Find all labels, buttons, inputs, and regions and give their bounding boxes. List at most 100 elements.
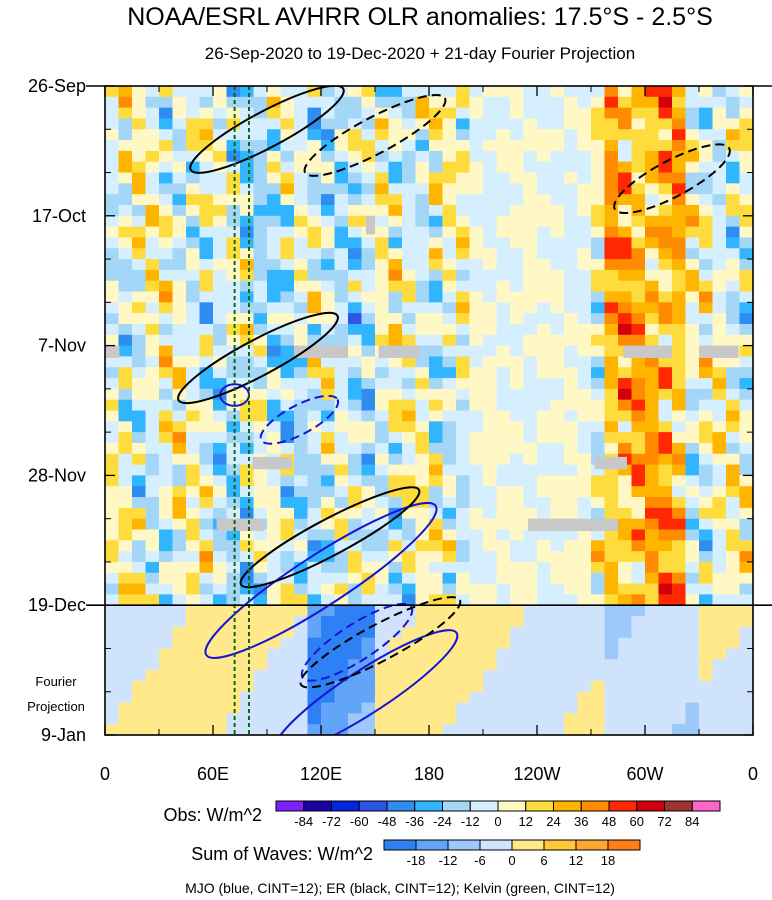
heat-cell bbox=[523, 616, 538, 628]
heat-cell bbox=[429, 96, 444, 109]
heat-cell bbox=[510, 378, 525, 390]
colorbar-swatch bbox=[664, 800, 693, 812]
heat-cell bbox=[618, 388, 633, 401]
heat-cell bbox=[213, 140, 228, 152]
heat-cell bbox=[199, 334, 214, 347]
heat-cell bbox=[186, 421, 201, 433]
heat-cell bbox=[631, 702, 646, 714]
heat-cell bbox=[618, 356, 633, 368]
heat-cell bbox=[645, 269, 660, 282]
heat-cell bbox=[658, 259, 673, 271]
heat-cell bbox=[159, 129, 174, 141]
heat-cell bbox=[186, 670, 201, 682]
heat-cell bbox=[348, 442, 363, 455]
heat-cell bbox=[496, 280, 511, 293]
heat-cell bbox=[429, 680, 444, 693]
heat-cell bbox=[226, 204, 241, 217]
heat-cell bbox=[415, 432, 430, 444]
heat-cell bbox=[591, 183, 606, 195]
heat-cell bbox=[564, 226, 579, 239]
heat-cell bbox=[550, 183, 565, 195]
heat-cell bbox=[631, 594, 646, 606]
heat-cell bbox=[402, 724, 417, 735]
heat-cell bbox=[658, 226, 673, 239]
heat-cell bbox=[172, 464, 187, 476]
heat-cell bbox=[591, 96, 606, 109]
heat-cell bbox=[631, 96, 646, 109]
heat-cell bbox=[496, 702, 511, 714]
heat-cell bbox=[483, 616, 498, 628]
heat-cell bbox=[712, 518, 727, 531]
heat-cell bbox=[550, 561, 565, 574]
chart-subtitle: 26-Sep-2020 to 19-Dec-2020 + 21-day Four… bbox=[205, 44, 635, 63]
heat-cell bbox=[537, 486, 552, 498]
heat-cell bbox=[226, 183, 241, 195]
er-contour bbox=[613, 143, 731, 215]
heat-cell bbox=[415, 518, 430, 531]
heat-cell bbox=[618, 96, 633, 109]
heat-cell bbox=[537, 259, 552, 271]
heat-cell bbox=[172, 572, 187, 585]
heat-cell bbox=[591, 194, 606, 206]
heat-cell bbox=[523, 140, 538, 152]
heat-cell bbox=[469, 259, 484, 271]
heat-cell bbox=[280, 616, 295, 628]
heat-cell bbox=[469, 518, 484, 531]
heat-cell bbox=[469, 410, 484, 422]
heat-cell bbox=[199, 475, 214, 487]
heat-cell bbox=[712, 226, 727, 239]
heat-cell bbox=[199, 637, 214, 650]
heat-cell bbox=[199, 291, 214, 303]
heat-cell bbox=[375, 475, 390, 487]
heat-cell bbox=[388, 680, 403, 693]
heat-cell bbox=[226, 129, 241, 141]
heat-cell bbox=[712, 561, 727, 574]
heat-cell bbox=[294, 183, 309, 195]
heat-cell bbox=[226, 356, 241, 368]
heat-cell bbox=[510, 659, 525, 671]
heat-cell bbox=[672, 183, 687, 195]
heat-cell bbox=[213, 702, 228, 714]
heat-cell bbox=[348, 388, 363, 401]
heat-cell bbox=[699, 561, 714, 574]
heat-cell bbox=[699, 421, 714, 433]
heat-cell bbox=[510, 724, 525, 735]
heat-cell bbox=[388, 259, 403, 271]
heat-cell bbox=[388, 280, 403, 293]
heat-cell bbox=[577, 432, 592, 444]
heat-cell bbox=[280, 107, 295, 120]
heat-cell bbox=[510, 507, 525, 520]
heat-cell bbox=[334, 724, 349, 735]
heat-cell bbox=[523, 269, 538, 282]
heat-cell bbox=[280, 691, 295, 704]
heat-cell bbox=[442, 150, 457, 163]
heat-cell bbox=[415, 399, 430, 412]
heat-cell bbox=[564, 464, 579, 476]
heat-cell bbox=[321, 204, 336, 217]
heat-cell bbox=[685, 453, 700, 466]
heat-cell bbox=[334, 129, 349, 141]
heat-cell bbox=[618, 583, 633, 595]
heat-cell bbox=[267, 388, 282, 401]
heat-cell bbox=[294, 486, 309, 498]
heat-cell bbox=[402, 486, 417, 498]
heat-cell bbox=[118, 226, 133, 239]
heat-cell bbox=[469, 323, 484, 336]
heat-cell bbox=[496, 572, 511, 585]
heat-cell bbox=[550, 302, 565, 314]
heat-cell bbox=[712, 713, 727, 725]
heat-cell bbox=[402, 378, 417, 390]
heat-cell bbox=[577, 410, 592, 422]
heat-cell bbox=[213, 150, 228, 163]
heat-cell bbox=[442, 388, 457, 401]
heat-cell bbox=[631, 724, 646, 735]
heat-cell bbox=[415, 605, 430, 617]
heat-cell bbox=[348, 691, 363, 704]
heat-cell bbox=[280, 518, 295, 531]
heat-cell bbox=[240, 572, 255, 585]
heat-cell bbox=[726, 572, 741, 585]
heat-cell bbox=[402, 691, 417, 704]
heat-cell bbox=[348, 269, 363, 282]
heat-cell bbox=[672, 356, 687, 368]
heat-cell bbox=[253, 713, 268, 725]
